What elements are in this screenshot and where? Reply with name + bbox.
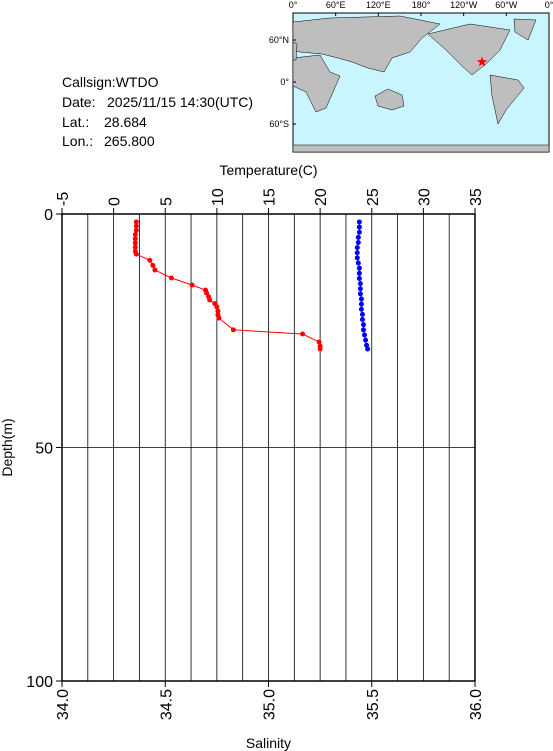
profile-point [152,267,158,273]
profile-point [356,275,362,281]
map-lon-label: 120°E [366,0,391,10]
y-tick-label: 100 [26,674,53,691]
map-lon-label: 0° [289,0,298,10]
profile-point [204,290,210,296]
profile-point [150,262,156,268]
station-marker [476,56,488,67]
profile-point [316,339,322,345]
callsign: Callsign:WTDO [62,74,159,90]
lon: 265.800 [104,133,155,149]
profile-line [134,221,321,349]
profile-point [360,327,366,333]
eurasia [292,15,441,73]
x-tick-label: 30 [416,188,433,206]
profile-point [132,240,138,246]
x2-tick-label: 34.5 [158,689,175,720]
profile-point [132,244,138,250]
profile-point [215,308,221,314]
profile-point [132,236,138,242]
x2-axis-title: Salinity [246,735,291,751]
y-tick-label: 50 [35,441,53,458]
profile-point [356,265,362,271]
profile-point [356,270,362,276]
y-axis-title: Depth(m) [0,418,15,476]
profile-point [133,251,139,257]
profile-point [355,234,361,240]
profile-point [359,317,365,323]
x-tick-label: 35 [468,188,485,206]
x2-tick-label: 34.0 [55,689,72,720]
greenland [513,18,537,41]
profile-point [357,286,363,292]
australia [374,88,405,111]
map-lon-label: 120°W [450,0,478,10]
profile-point [132,232,138,238]
date: 2025/11/15 14:30(UTC) [107,94,253,110]
antarctica [292,144,550,153]
profile-point [230,327,236,333]
x2-tick-label: 35.5 [365,689,382,720]
profile-point [317,346,323,352]
x2-tick-label: 36.0 [468,689,485,720]
map-lat-label: 60°S [269,119,289,129]
map-lon-label: 60°E [326,0,346,10]
profile-point [354,245,360,251]
date-label: Date: [62,94,95,110]
x-tick-label: 0 [107,197,124,206]
y-tick-label: 0 [44,207,53,224]
map-lon-label: 0° [545,0,553,10]
profile-point [216,315,222,321]
africa [292,54,341,113]
profile-point [133,223,139,229]
profile-point [365,346,371,352]
profile-point [357,281,363,287]
south-america [489,74,525,125]
profile-point [356,224,362,230]
profile-point [300,331,306,337]
profile-point [360,322,366,328]
profile-point [356,219,362,225]
lat-label: Lat.: [62,114,89,130]
world-map: 0° 60°E 120°E 180° 120°W 60°W 0° 60°N 0° 60°S [269,0,553,153]
profile-point [214,304,220,310]
x-tick-label: 15 [262,188,279,206]
map-lon-label: 180° [412,0,431,10]
profile-point [362,332,368,338]
north-america [427,23,511,76]
x-tick-label: 10 [210,188,227,206]
profile-point [363,337,369,343]
station-info: Callsign:WTDO Date: 2025/11/15 14:30(UTC… [62,74,253,149]
continents [292,15,550,153]
x2-tick-label: 35.0 [262,689,279,720]
profile-point [356,229,362,235]
profile-point [133,219,139,225]
profile-point [358,301,364,307]
profile-point [357,291,363,297]
lon-label: Lon.: [62,133,93,149]
profile-point [354,250,360,256]
x-tick-label: 5 [158,197,175,206]
x-tick-label: 20 [313,188,330,206]
profile-point [355,260,361,266]
profile-point [189,282,195,288]
profile-point [147,257,153,263]
map-lat-label: 60°N [269,35,289,45]
profile-point [355,239,361,245]
x-tick-label: -5 [55,192,72,206]
profile-point [358,306,364,312]
profile-point [354,255,360,261]
profile-point [207,297,213,303]
europe-edge [292,41,298,61]
profile-point [133,227,139,233]
x-axis-title: Temperature(C) [219,162,317,178]
profile-point [168,275,174,281]
map-lon-label: 60°W [495,0,518,10]
profile-point [358,296,364,302]
map-lat-label: 0° [280,77,289,87]
lat: 28.684 [104,114,147,130]
x-tick-label: 25 [365,188,382,206]
profile-point [359,311,365,317]
plot-area [61,213,476,682]
